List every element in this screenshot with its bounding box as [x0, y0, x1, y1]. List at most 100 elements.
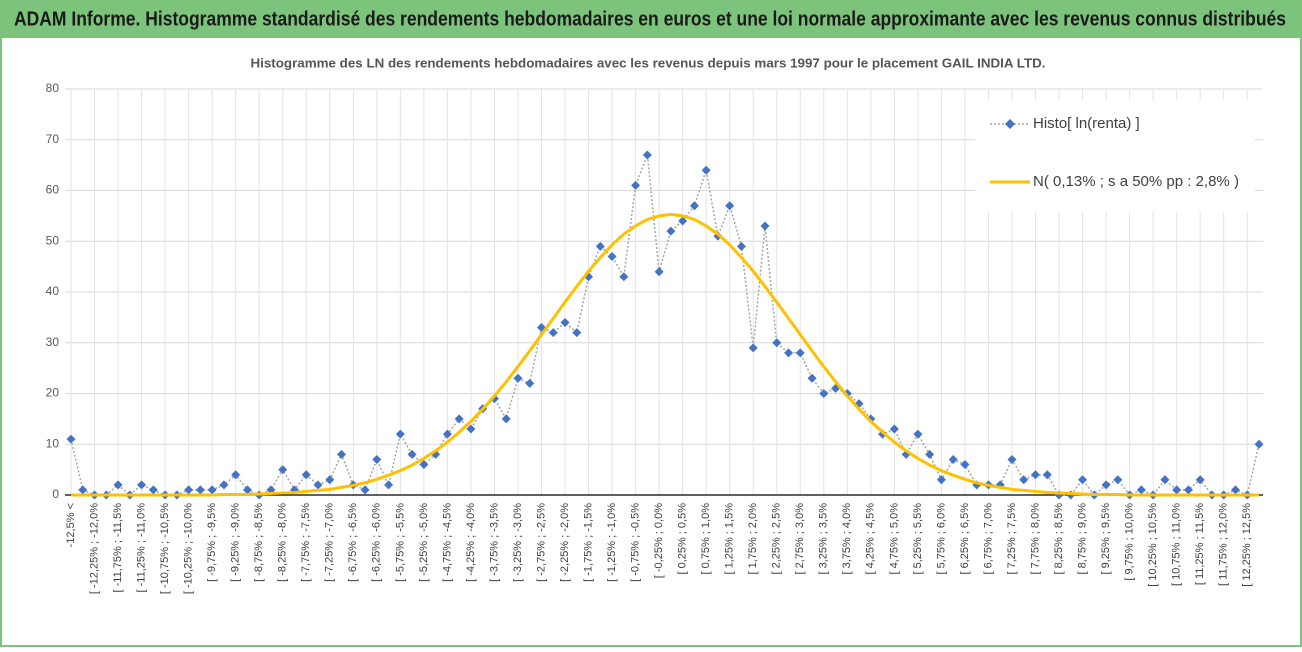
x-tick-label: [ -7,75% ; -7,5% [300, 503, 312, 582]
data-point [442, 429, 452, 439]
x-tick-label: [ -5,25% ; -5,0% [418, 503, 430, 582]
x-tick-label: [ -10,25% ; -10,0% [183, 503, 195, 594]
data-point [1172, 485, 1182, 495]
data-point [1230, 485, 1240, 495]
x-tick-label: [ -9,75% ; -9,5% [206, 503, 218, 582]
data-point [466, 424, 476, 434]
data-point [313, 480, 323, 490]
y-tick-label: 70 [46, 132, 60, 146]
x-tick-label: [ -2,25% ; -2,0% [559, 503, 571, 582]
x-tick-label: [ -11,75% ; -11,5% [112, 503, 124, 593]
data-point [454, 414, 464, 424]
data-point [619, 272, 629, 282]
data-point [301, 470, 311, 480]
x-tick-label: [ -6,25% ; -6,0% [371, 503, 383, 582]
x-tick-label: [ 8,75% ; 9,0% [1076, 503, 1088, 575]
x-tick-label: [ 11,25% ; 11,5% [1194, 503, 1206, 585]
data-point [631, 180, 641, 190]
data-point [1007, 454, 1017, 464]
y-tick-label: 60 [46, 183, 60, 197]
data-point [642, 150, 652, 160]
x-tick-label: [ -3,25% ; -3,0% [512, 503, 524, 582]
x-tick-label: -12,5% < [65, 503, 77, 547]
x-tick-label: [ 0,75% ; 1,0% [700, 503, 712, 575]
x-tick-label: [ 9,75% ; 10,0% [1124, 503, 1136, 581]
x-tick-label: [ -4,75% ; -4,5% [441, 503, 453, 582]
data-point [913, 429, 923, 439]
x-tick-label: [ -1,75% ; -1,5% [582, 503, 594, 582]
data-point [219, 480, 229, 490]
data-point [666, 226, 676, 236]
data-point [925, 449, 935, 459]
data-point [595, 241, 605, 251]
x-tick-label: [ 7,75% ; 8,0% [1029, 503, 1041, 575]
x-tick-label: [ 6,75% ; 7,0% [982, 503, 994, 575]
x-tick-label: [ 10,25% ; 10,5% [1147, 503, 1159, 587]
y-tick-label: 20 [46, 386, 60, 400]
data-point [748, 343, 758, 353]
x-tick-label: [ 3,75% ; 4,0% [841, 503, 853, 575]
x-tick-label: [ -8,25% ; -8,0% [277, 503, 289, 582]
data-point [1019, 475, 1029, 485]
y-tick-label: 80 [46, 81, 60, 95]
x-tick-label: [ 1,25% ; 1,5% [724, 503, 736, 575]
x-tick-label: [ -9,25% ; -9,0% [230, 503, 242, 582]
data-point [1042, 470, 1052, 480]
data-point [1031, 470, 1041, 480]
x-tick-label: [ 2,75% ; 3,0% [794, 503, 806, 575]
x-tick-label: [ 6,25% ; 6,5% [959, 503, 971, 575]
data-point [337, 449, 347, 459]
data-point [242, 485, 252, 495]
data-point [784, 348, 794, 358]
x-tick-label: [ -4,25% ; -4,0% [465, 503, 477, 582]
data-point [548, 328, 558, 338]
legend-label: Histo[ ln(renta) ] [1033, 115, 1140, 132]
data-point [66, 434, 76, 444]
data-point [654, 267, 664, 277]
x-tick-label: [ 1,75% ; 2,0% [747, 503, 759, 575]
x-tick-label: [ 12,25% ; 12,5% [1241, 503, 1253, 587]
data-point [195, 485, 205, 495]
data-point [948, 454, 958, 464]
data-point [419, 460, 429, 470]
x-tick-label: [ 5,25% ; 5,5% [912, 503, 924, 575]
x-tick-label: [ 3,25% ; 3,5% [818, 503, 830, 575]
x-tick-label: [ -0,25% ; 0,0% [653, 503, 665, 578]
data-point [1113, 475, 1123, 485]
chart-title: Histogramme des LN des rendements hebdom… [251, 55, 1046, 70]
data-point [689, 201, 699, 211]
data-point [372, 454, 382, 464]
data-point [525, 378, 535, 388]
data-point [278, 465, 288, 475]
title-bar [0, 0, 1302, 38]
normal-curve [71, 212, 1259, 497]
data-point [960, 460, 970, 470]
x-tick-label: [ 8,25% ; 8,5% [1053, 503, 1065, 575]
x-tick-label: [ -12,25% ; -12,0% [88, 503, 100, 594]
x-tick-label: [ 5,75% ; 6,0% [935, 503, 947, 575]
data-point [572, 328, 582, 338]
data-point [78, 485, 88, 495]
x-tick-label: [ -11,25% ; -11,0% [135, 503, 147, 593]
x-tick-label: [ -7,25% ; -7,0% [324, 503, 336, 582]
data-point [113, 480, 123, 490]
data-point [395, 429, 405, 439]
y-tick-label: 50 [46, 233, 60, 247]
x-tick-label: [ -1,25% ; -1,0% [606, 503, 618, 582]
data-point [1136, 485, 1146, 495]
data-point [325, 475, 335, 485]
data-point [936, 475, 946, 485]
data-point [148, 485, 158, 495]
x-tick-label: [ 0,25% ; 0,5% [677, 503, 689, 575]
y-tick-label: 0 [52, 487, 59, 501]
data-point [360, 485, 370, 495]
data-point [772, 338, 782, 348]
data-point [513, 373, 523, 383]
data-point [560, 317, 570, 327]
data-point [137, 480, 147, 490]
data-point [407, 449, 417, 459]
x-tick-label: [ 7,25% ; 7,5% [1006, 503, 1018, 575]
x-tick-label: [ -10,75% ; -10,5% [159, 503, 171, 594]
